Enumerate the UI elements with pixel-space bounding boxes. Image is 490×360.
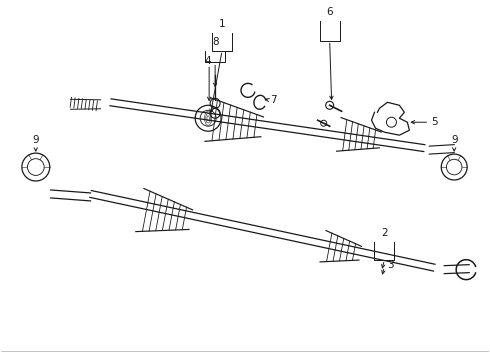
Text: 9: 9 [451,135,458,145]
Text: 4: 4 [205,57,212,67]
Text: 2: 2 [381,228,388,238]
Text: 1: 1 [219,19,225,28]
Text: 8: 8 [212,36,219,46]
Text: 3: 3 [388,260,394,270]
Text: 7: 7 [270,95,276,105]
Text: 6: 6 [326,6,333,17]
Text: 5: 5 [431,117,438,127]
Text: 9: 9 [32,135,39,145]
